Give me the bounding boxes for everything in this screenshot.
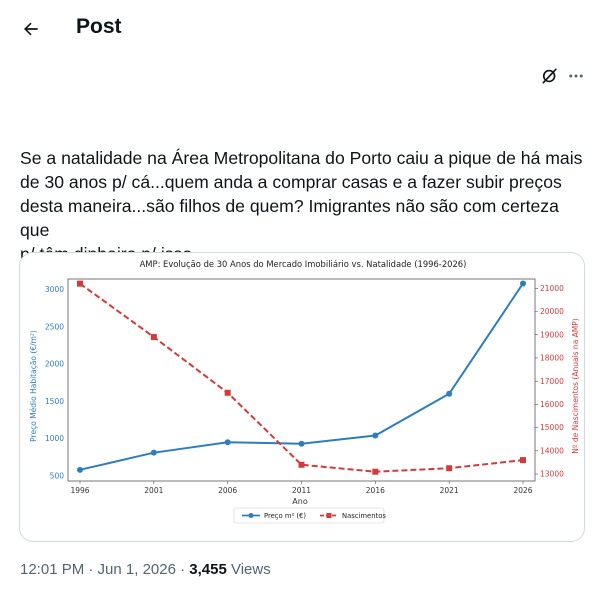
more-button[interactable] — [564, 64, 588, 88]
views-count: 3,455 — [189, 561, 227, 578]
legend-label: Preço m² (€) — [264, 512, 306, 520]
data-point — [150, 334, 157, 341]
back-button[interactable] — [14, 12, 48, 46]
data-point — [372, 468, 379, 475]
left-tick-label: 2500 — [45, 322, 64, 331]
arrow-left-icon — [24, 22, 38, 36]
post-text-line: desta maneira...são filhos de quem? Imig… — [20, 196, 559, 240]
data-point — [298, 461, 305, 468]
left-tick-label: 1000 — [45, 434, 64, 443]
data-point — [372, 432, 379, 439]
more-icon — [569, 74, 583, 78]
left-tick-label: 1500 — [45, 397, 64, 406]
x-tick-label: 2021 — [440, 486, 459, 495]
legend-label: Nascimentos — [342, 512, 386, 520]
data-point — [446, 390, 453, 397]
right-tick-label: 13000 — [540, 470, 564, 479]
data-point — [298, 440, 305, 447]
right-tick-label: 19000 — [540, 330, 564, 339]
meta-separator: · — [175, 561, 190, 578]
chart-legend: Preço m² (€) Nascimentos — [233, 507, 386, 524]
right-tick-label: 16000 — [540, 400, 564, 409]
x-tick-label: 2006 — [218, 486, 237, 495]
legend-marker — [326, 513, 332, 518]
post-text-line: Se a natalidade na Área Metropolitana do… — [20, 148, 583, 168]
legend-marker — [248, 513, 254, 518]
post-text-line: de 30 anos p/ cá...quem anda a comprar c… — [20, 172, 562, 192]
data-point — [77, 466, 83, 473]
page-title: Post — [76, 15, 122, 38]
x-axis-label: Ano — [292, 497, 308, 506]
data-point — [77, 280, 83, 287]
x-tick-label: 2016 — [366, 486, 385, 495]
top-bar: Post — [0, 0, 604, 56]
post-meta: 12:01 PM · Jun 1, 2026 · 3,455 Views — [20, 561, 271, 578]
chart-title: AMP: Evolução de 30 Anos do Mercado Imob… — [140, 259, 467, 269]
left-tick-label: 2000 — [45, 360, 64, 369]
chart-series — [77, 280, 526, 475]
post-image[interactable]: AMP: Evolução de 30 Anos do Mercado Imob… — [19, 252, 585, 542]
left-tick-label: 3000 — [45, 285, 64, 294]
left-axis-label: Preço Médio Habitação (€/m²) — [29, 330, 38, 442]
data-point — [224, 439, 231, 446]
right-tick-label: 20000 — [540, 307, 564, 316]
legend-box — [233, 507, 385, 524]
right-tick-label: 14000 — [540, 446, 564, 455]
right-axis-label: Nº de Nascimentos (Anuais na AMP) — [571, 318, 580, 453]
x-tick-label: 2001 — [144, 486, 163, 495]
x-tick-label: 1996 — [70, 486, 89, 495]
plot-frame — [67, 278, 536, 482]
right-tick-label: 21000 — [540, 284, 564, 293]
post-text: Se a natalidade na Área Metropolitana do… — [20, 146, 590, 266]
chart: AMP: Evolução de 30 Anos do Mercado Imob… — [29, 259, 580, 524]
grok-icon — [542, 68, 557, 84]
chart-axes: 1996 2001 2006 2011 2016 2021 2026 500 1000 1500 2… — [45, 278, 564, 495]
data-point — [446, 465, 453, 472]
x-tick-label: 2026 — [513, 486, 532, 495]
right-tick-label: 15000 — [540, 423, 564, 432]
timestamp-link[interactable]: 12:01 PM · Jun 1, 2026 — [20, 561, 176, 578]
grok-button[interactable] — [538, 64, 562, 88]
data-point — [224, 389, 231, 396]
right-tick-label: 17000 — [540, 377, 564, 386]
data-point — [150, 449, 157, 456]
x-tick-label: 2011 — [292, 486, 311, 495]
views-label: Views — [226, 561, 271, 578]
data-point — [520, 457, 526, 464]
right-tick-label: 18000 — [540, 354, 564, 363]
data-point — [520, 280, 526, 287]
left-tick-label: 500 — [50, 471, 65, 480]
